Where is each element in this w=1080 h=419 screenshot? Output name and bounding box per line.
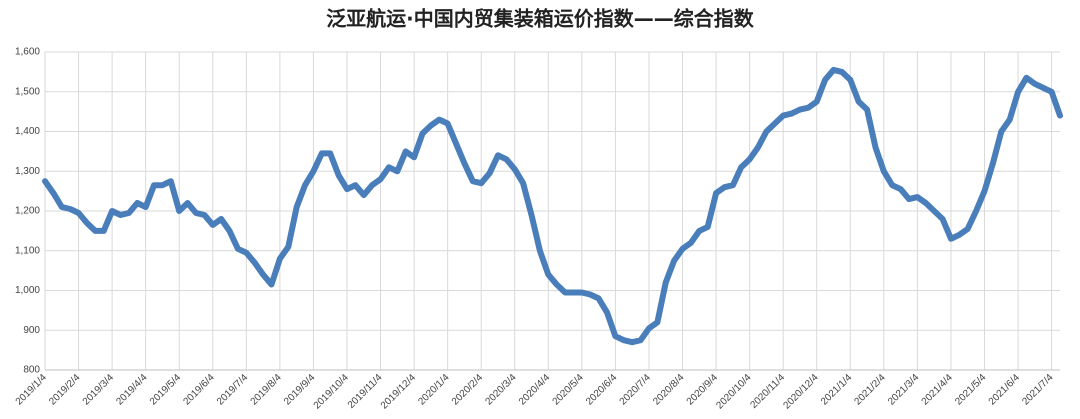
x-tick-label: 2019/12/4 xyxy=(379,372,419,412)
x-tick-label: 2019/1/4 xyxy=(14,372,50,408)
x-tick-label: 2019/2/4 xyxy=(47,372,83,408)
x-tick-label: 2021/1/4 xyxy=(819,372,855,408)
x-tick-label: 2020/4/4 xyxy=(517,372,553,408)
x-tick-label: 2021/5/4 xyxy=(953,372,989,408)
x-tick-label: 2019/10/4 xyxy=(312,372,352,412)
x-tick-label: 2019/6/4 xyxy=(181,372,217,408)
y-tick-label: 900 xyxy=(23,325,40,336)
x-tick-label: 2021/4/4 xyxy=(920,372,956,408)
x-tick-label: 2021/6/4 xyxy=(987,372,1023,408)
y-tick-label: 1,400 xyxy=(15,126,40,137)
x-tick-label: 2021/7/4 xyxy=(1020,372,1056,408)
x-tick-label: 2020/6/4 xyxy=(584,372,620,408)
x-tick-label: 2020/8/4 xyxy=(651,372,687,408)
x-tick-label: 2019/3/4 xyxy=(81,372,117,408)
x-tick-label: 2019/8/4 xyxy=(249,372,285,408)
x-tick-label: 2019/4/4 xyxy=(114,372,150,408)
y-tick-label: 1,000 xyxy=(15,285,40,296)
x-tick-label: 2021/3/4 xyxy=(886,372,922,408)
x-tick-label: 2020/12/4 xyxy=(781,372,821,412)
y-tick-label: 1,600 xyxy=(15,47,40,58)
x-tick-label: 2020/5/4 xyxy=(551,372,587,408)
x-tick-label: 2021/2/4 xyxy=(853,372,889,408)
x-tick-label: 2020/7/4 xyxy=(618,372,654,408)
y-tick-label: 1,300 xyxy=(15,166,40,177)
y-tick-label: 1,500 xyxy=(15,86,40,97)
x-tick-label: 2020/1/4 xyxy=(416,372,452,408)
x-tick-label: 2020/3/4 xyxy=(483,372,519,408)
y-tick-label: 1,200 xyxy=(15,206,40,217)
y-tick-label: 800 xyxy=(23,365,40,376)
series-line xyxy=(42,66,1063,346)
x-tick-label: 2019/7/4 xyxy=(215,372,251,408)
x-tick-label: 2020/10/4 xyxy=(714,372,754,412)
y-tick-label: 1,100 xyxy=(15,245,40,256)
chart-title: 泛亚航运·中国内贸集装箱运价指数——综合指数 xyxy=(326,7,755,31)
x-tick-label: 2019/5/4 xyxy=(148,372,184,408)
x-tick-label: 2020/2/4 xyxy=(450,372,486,408)
